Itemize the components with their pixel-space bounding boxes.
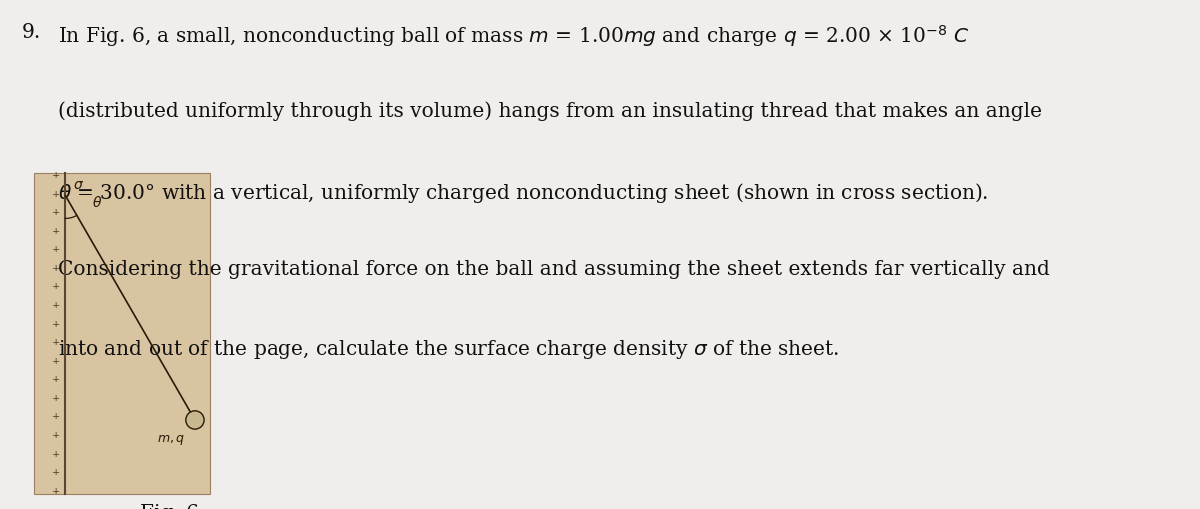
Text: +: +: [52, 394, 60, 403]
Text: +: +: [52, 171, 60, 180]
Text: Considering the gravitational force on the ball and assuming the sheet extends f: Considering the gravitational force on t…: [58, 260, 1050, 278]
Text: +: +: [52, 487, 60, 496]
Text: +: +: [52, 449, 60, 459]
Text: $\sigma$: $\sigma$: [72, 178, 84, 192]
Text: +: +: [52, 375, 60, 384]
Bar: [34, 173, 210, 494]
Text: +: +: [52, 282, 60, 292]
Ellipse shape: [186, 411, 204, 429]
Text: +: +: [52, 468, 60, 477]
Text: +: +: [52, 190, 60, 199]
Text: +: +: [52, 431, 60, 440]
Text: +: +: [52, 208, 60, 217]
Text: +: +: [52, 412, 60, 421]
Text: Fig. 6: Fig. 6: [140, 504, 199, 509]
Text: 9.: 9.: [22, 23, 41, 42]
Text: +: +: [52, 320, 60, 329]
Text: into and out of the page, calculate the surface charge density $\sigma$ of the s: into and out of the page, calculate the …: [58, 338, 839, 361]
Text: $\theta$: $\theta$: [92, 195, 102, 210]
Text: +: +: [52, 245, 60, 254]
Text: +: +: [52, 227, 60, 236]
Text: +: +: [52, 338, 60, 347]
Text: $m, q$: $m, q$: [157, 433, 185, 447]
Text: +: +: [52, 264, 60, 273]
Text: +: +: [52, 357, 60, 366]
Text: $\theta$ = 30.0° with a vertical, uniformly charged nonconducting sheet (shown i: $\theta$ = 30.0° with a vertical, unifor…: [58, 181, 988, 205]
Text: (distributed uniformly through its volume) hangs from an insulating thread that : (distributed uniformly through its volum…: [58, 102, 1042, 122]
Text: +: +: [52, 301, 60, 310]
Text: In Fig. 6, a small, nonconducting ball of mass $m$ = 1.00$mg$ and charge $q$ = 2: In Fig. 6, a small, nonconducting ball o…: [58, 23, 970, 49]
